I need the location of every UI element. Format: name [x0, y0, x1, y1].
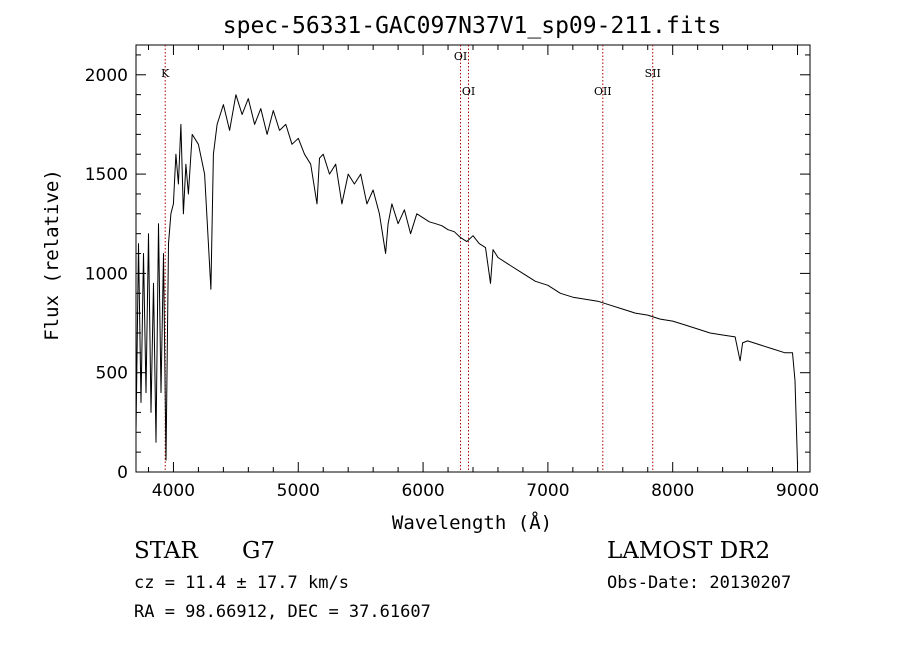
coordinates-text: RA = 98.66912, DEC = 37.61607 — [134, 602, 431, 622]
y-tick-label: 0 — [117, 463, 128, 483]
y-tick-label: 2000 — [85, 66, 128, 86]
spectrum-line — [135, 94, 798, 465]
obs-date-text: Obs-Date: 20130207 — [607, 573, 792, 593]
y-tick-label: 500 — [96, 364, 128, 384]
x-tick-label: 7000 — [526, 481, 569, 501]
plot-frame — [135, 44, 811, 473]
spectral-subclass: G7 — [242, 538, 276, 564]
x-tick-label: 4000 — [152, 481, 195, 501]
x-tick-label: 6000 — [401, 481, 444, 501]
x-axis-label: Wavelength (Å) — [392, 511, 552, 534]
object-class: STAR — [134, 538, 198, 564]
y-tick-label: 1000 — [85, 264, 128, 284]
chart-title: spec-56331-GAC097N37V1_sp09-211.fits — [223, 13, 722, 39]
survey-name: LAMOST DR2 — [607, 538, 771, 564]
x-tick-label: 9000 — [776, 481, 819, 501]
x-tick-label: 8000 — [651, 481, 694, 501]
y-tick-label: 1500 — [85, 165, 128, 185]
marker-label: OII — [594, 85, 612, 98]
y-axis-label: Flux (relative) — [41, 169, 63, 341]
redshift-text: cz = 11.4 ± 17.7 km/s — [134, 573, 349, 593]
marker-label: SII — [645, 67, 661, 80]
marker-label: OI — [462, 85, 475, 98]
marker-label: K — [161, 67, 170, 80]
marker-label: OI — [454, 50, 467, 63]
x-tick-label: 5000 — [277, 481, 320, 501]
